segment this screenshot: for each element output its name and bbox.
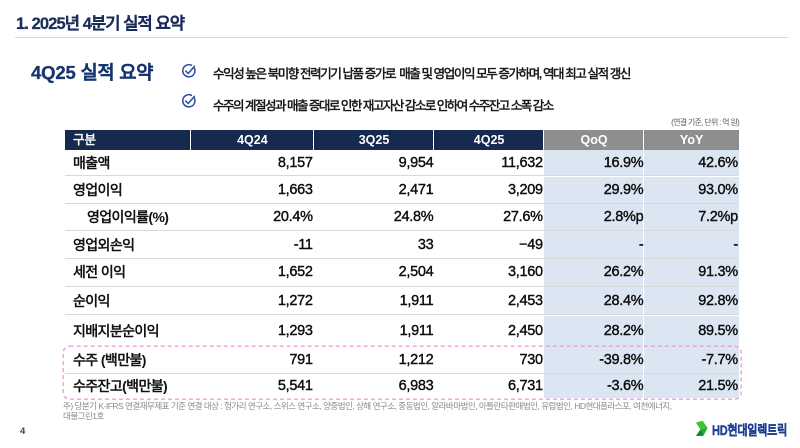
svg-text:HD현대일렉트릭: HD현대일렉트릭 [712,422,787,438]
